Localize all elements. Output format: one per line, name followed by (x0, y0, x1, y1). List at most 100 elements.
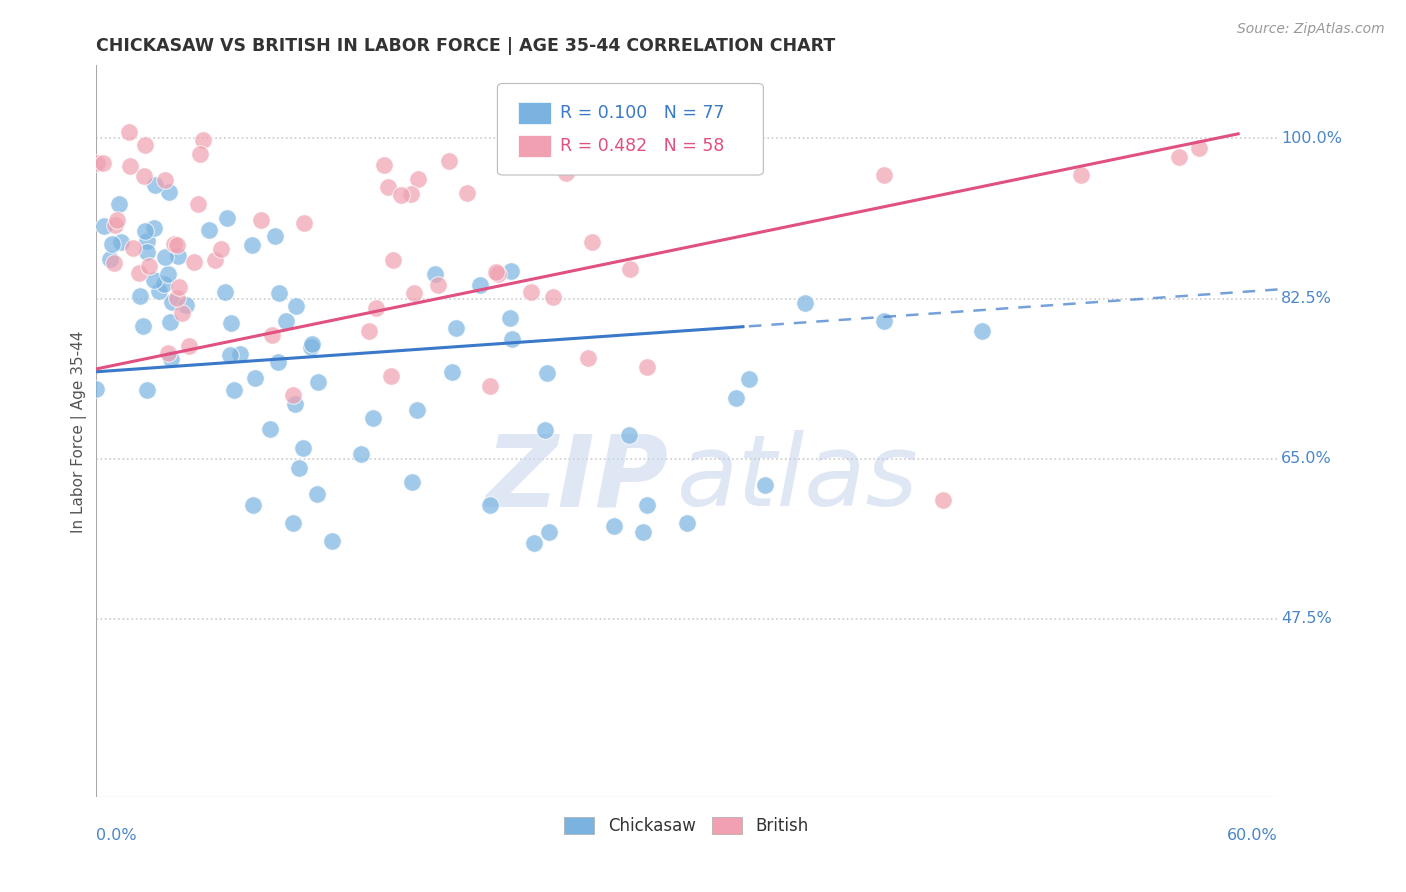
Point (738, 372, 761, 386)
Point (160, 351, 183, 366)
Point (86, 155, 108, 169)
Point (198, 223, 221, 237)
Point (153, 277, 176, 291)
Point (214, 285, 236, 299)
Point (136, 245, 159, 260)
Point (537, 524, 560, 539)
Point (177, 339, 200, 353)
Point (576, 351, 599, 365)
Text: Source: ZipAtlas.com: Source: ZipAtlas.com (1237, 22, 1385, 37)
Point (121, 241, 143, 255)
Point (209, 242, 232, 256)
Point (156, 346, 179, 360)
Point (93, 219, 115, 234)
Text: R = 0.100   N = 77: R = 0.100 N = 77 (560, 103, 724, 122)
Point (437, 154, 460, 169)
Point (603, 519, 626, 533)
Point (631, 525, 654, 540)
Point (153, 250, 176, 264)
Point (160, 295, 183, 310)
Point (134, 137, 156, 152)
Bar (517, 135, 551, 157)
Point (183, 254, 205, 268)
Point (468, 278, 491, 293)
Point (389, 187, 412, 202)
Point (188, 146, 211, 161)
Point (636, 360, 658, 375)
Point (136, 383, 159, 397)
Point (292, 216, 315, 230)
Point (444, 321, 467, 335)
Point (191, 133, 214, 147)
Point (399, 186, 422, 201)
Point (281, 388, 304, 402)
Point (110, 235, 132, 250)
Point (485, 265, 508, 279)
Point (259, 422, 281, 436)
Point (364, 301, 387, 316)
Point (250, 213, 273, 227)
Point (285, 300, 308, 314)
Point (478, 498, 501, 512)
Point (143, 221, 166, 235)
Point (166, 237, 188, 252)
Point (222, 383, 245, 397)
Point (321, 534, 343, 549)
Point (361, 411, 384, 425)
Point (136, 234, 159, 248)
Point (291, 441, 314, 455)
Point (84, 382, 107, 396)
Point (159, 316, 181, 330)
Point (219, 349, 242, 363)
Text: atlas: atlas (678, 431, 918, 527)
Point (402, 285, 425, 300)
Point (440, 365, 463, 379)
Point (377, 180, 399, 194)
Text: 100.0%: 100.0% (1281, 131, 1343, 146)
Point (138, 260, 160, 274)
Text: 60.0%: 60.0% (1227, 829, 1278, 843)
Point (1168, 150, 1191, 164)
Point (307, 375, 329, 389)
Bar (517, 102, 551, 124)
Point (134, 224, 156, 238)
Point (307, 486, 329, 500)
Point (401, 475, 423, 490)
Point (221, 316, 243, 330)
Point (103, 256, 125, 270)
Point (118, 159, 141, 173)
Text: CHICKASAW VS BRITISH IN LABOR FORCE | AGE 35-44 CORRELATION CHART: CHICKASAW VS BRITISH IN LABOR FORCE | AG… (96, 37, 835, 55)
Point (499, 310, 522, 325)
Point (793, 296, 815, 310)
Point (243, 370, 266, 384)
Point (1070, 168, 1092, 182)
Point (217, 211, 239, 225)
Point (157, 185, 180, 199)
Point (105, 213, 128, 227)
Point (104, 219, 127, 233)
Point (872, 168, 894, 182)
Point (142, 273, 165, 287)
Text: 0.0%: 0.0% (96, 829, 136, 843)
Point (555, 166, 578, 180)
Point (534, 423, 557, 437)
Point (166, 291, 188, 305)
Point (617, 428, 640, 442)
Point (167, 280, 190, 294)
Point (619, 262, 641, 277)
Point (143, 178, 166, 193)
Point (523, 536, 546, 550)
Point (636, 498, 658, 512)
Point (131, 319, 153, 334)
Point (499, 264, 522, 278)
Point (425, 268, 447, 282)
Point (405, 403, 427, 417)
Point (148, 284, 170, 298)
Point (128, 266, 150, 280)
Point (520, 285, 543, 300)
Point (486, 267, 509, 281)
Point (536, 366, 558, 380)
Point (262, 327, 284, 342)
Text: ZIP: ZIP (486, 431, 669, 527)
Point (134, 169, 156, 184)
